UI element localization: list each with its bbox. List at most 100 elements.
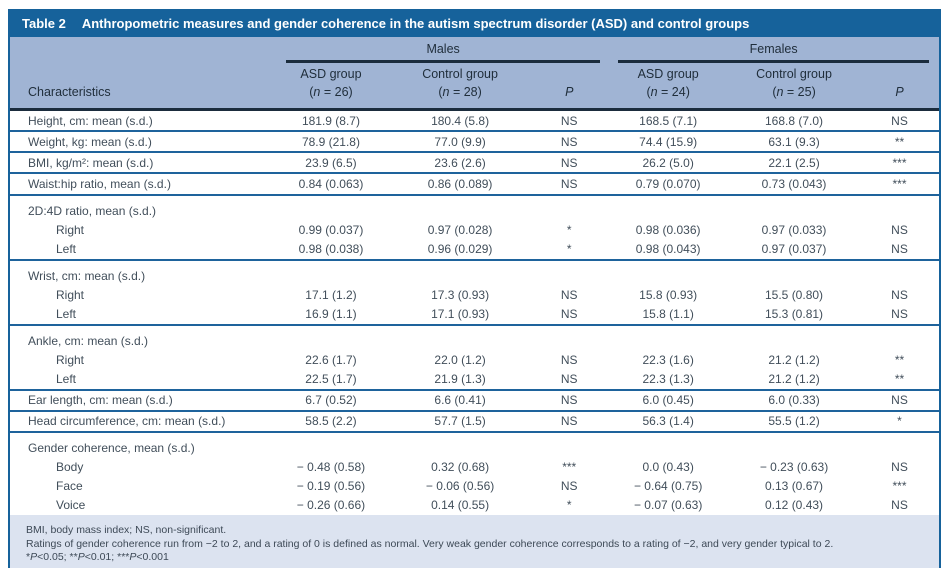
significance-text: <0.001 (136, 551, 169, 564)
value-cell: 6.0 (0.45) (608, 389, 729, 412)
row-label: Waist:hip ratio, mean (s.d.) (10, 173, 272, 196)
value-cell: 0.98 (0.043) (608, 239, 729, 261)
significance-text: <0.01; *** (84, 551, 130, 564)
row-section-label: 2D:4D ratio, mean (s.d.) (10, 194, 272, 221)
p-symbol: P (129, 551, 137, 564)
row-label: Right (10, 220, 272, 240)
table-row: 2D:4D ratio, mean (s.d.) (10, 194, 939, 221)
table-row: Right 0.99 (0.037) 0.97 (0.028) * 0.98 (0.03… (10, 220, 939, 240)
value-cell (389, 194, 531, 221)
p-value-cell: *** (859, 173, 939, 196)
column-header-characteristics: Characteristics (10, 63, 272, 111)
row-section-label: Gender coherence, mean (s.d.) (10, 431, 272, 458)
n-value: = 28) (449, 84, 482, 99)
p-value-cell: NS (530, 152, 609, 175)
value-cell (608, 259, 729, 286)
column-n: (n = 28) (392, 84, 528, 102)
value-cell: − 0.26 (0.66) (271, 495, 390, 515)
value-cell: 22.6 (1.7) (271, 350, 390, 370)
value-cell: 15.8 (1.1) (608, 304, 729, 326)
table-row: Ear length, cm: mean (s.d.) 6.7 (0.52) 6.6… (10, 389, 939, 412)
row-label: Voice (10, 495, 272, 515)
value-cell: 0.99 (0.037) (271, 220, 390, 240)
column-n: (n = 26) (274, 84, 388, 102)
value-cell: − 0.07 (0.63) (608, 495, 729, 515)
column-header-asd-males: ASD group (n = 26) (271, 63, 390, 111)
group-header-females: Females (608, 37, 939, 63)
p-value-cell: * (530, 495, 609, 515)
row-label: Head circumference, cm: mean (s.d.) (10, 410, 272, 433)
value-cell: − 0.19 (0.56) (271, 476, 390, 496)
table-2-card: Table 2 Anthropometric measures and gend… (8, 9, 941, 568)
footnote-ratings: Ratings of gender coherence run from −2 … (26, 537, 834, 550)
n-value: = 25) (783, 84, 816, 99)
p-value-cell (530, 194, 609, 221)
value-cell: 63.1 (9.3) (728, 131, 860, 154)
row-label: Left (10, 369, 272, 391)
p-value-cell: NS (859, 285, 939, 305)
value-cell (389, 324, 531, 351)
p-value-cell: NS (530, 410, 609, 433)
value-cell: 181.9 (8.7) (271, 109, 390, 133)
table-row: Body − 0.48 (0.58) 0.32 (0.68) *** 0.0 (0.43… (10, 457, 939, 477)
value-cell (608, 194, 729, 221)
p-value-cell: NS (530, 350, 609, 370)
p-value-cell (530, 324, 609, 351)
row-label: Ear length, cm: mean (s.d.) (10, 389, 272, 412)
value-cell: 22.1 (2.5) (728, 152, 860, 175)
value-cell: − 0.06 (0.56) (389, 476, 531, 496)
value-cell: 0.86 (0.089) (389, 173, 531, 196)
value-cell: 22.3 (1.6) (608, 350, 729, 370)
p-value-cell (859, 431, 939, 458)
value-cell: 15.3 (0.81) (728, 304, 860, 326)
p-value-cell: NS (530, 131, 609, 154)
females-group-label: Females (749, 42, 798, 56)
column-name: ASD group (637, 67, 699, 81)
p-value-cell: *** (530, 457, 609, 477)
row-label: Right (10, 285, 272, 305)
column-name: Control group (422, 67, 498, 81)
p-label: P (895, 84, 904, 99)
p-value-cell: NS (530, 369, 609, 391)
table-row: Left 22.5 (1.7) 21.9 (1.3) NS 22.3 (1.3) 21.2… (10, 369, 939, 391)
table-row: Head circumference, cm: mean (s.d.) 58.5 … (10, 410, 939, 433)
value-cell: 26.2 (5.0) (608, 152, 729, 175)
table-row: Wrist, cm: mean (s.d.) (10, 259, 939, 286)
anthropometric-table: Males Females Characteristics ASD group … (10, 37, 939, 515)
value-cell (389, 259, 531, 286)
value-cell: 15.5 (0.80) (728, 285, 860, 305)
p-label: P (565, 84, 574, 99)
p-value-cell: NS (859, 220, 939, 240)
row-label: Right (10, 350, 272, 370)
value-cell: 15.8 (0.93) (608, 285, 729, 305)
p-value-cell: NS (530, 173, 609, 196)
value-cell: 6.0 (0.33) (728, 389, 860, 412)
value-cell: 6.7 (0.52) (271, 389, 390, 412)
p-value-cell: NS (530, 109, 609, 133)
value-cell (608, 431, 729, 458)
row-label: Body (10, 457, 272, 477)
value-cell: 17.3 (0.93) (389, 285, 531, 305)
p-value-cell: NS (859, 389, 939, 412)
p-value-cell: NS (859, 239, 939, 261)
table-row: Right 22.6 (1.7) 22.0 (1.2) NS 22.3 (1.6) 21.… (10, 350, 939, 370)
column-header-row: Characteristics ASD group (n = 26) Contr… (10, 63, 939, 111)
row-label: BMI, kg/m²: mean (s.d.) (10, 152, 272, 175)
footnote-abbreviations: BMI, body mass index; NS, non-significan… (26, 523, 227, 536)
p-value-cell: NS (530, 304, 609, 326)
value-cell: 6.6 (0.41) (389, 389, 531, 412)
value-cell: 0.97 (0.033) (728, 220, 860, 240)
p-value-cell: NS (530, 285, 609, 305)
value-cell: 0.12 (0.43) (728, 495, 860, 515)
value-cell (728, 259, 860, 286)
n-open: ( (309, 84, 314, 99)
value-cell (389, 431, 531, 458)
p-value-cell: ** (859, 131, 939, 154)
significance-text: * (26, 551, 31, 564)
value-cell: 0.14 (0.55) (389, 495, 531, 515)
value-cell: 55.5 (1.2) (728, 410, 860, 433)
n-open: ( (772, 84, 777, 99)
table-row: Waist:hip ratio, mean (s.d.) 0.84 (0.063)… (10, 173, 939, 196)
footnote-significance: *P<0.05; **P<0.01; ***P<0.001 (26, 551, 923, 565)
